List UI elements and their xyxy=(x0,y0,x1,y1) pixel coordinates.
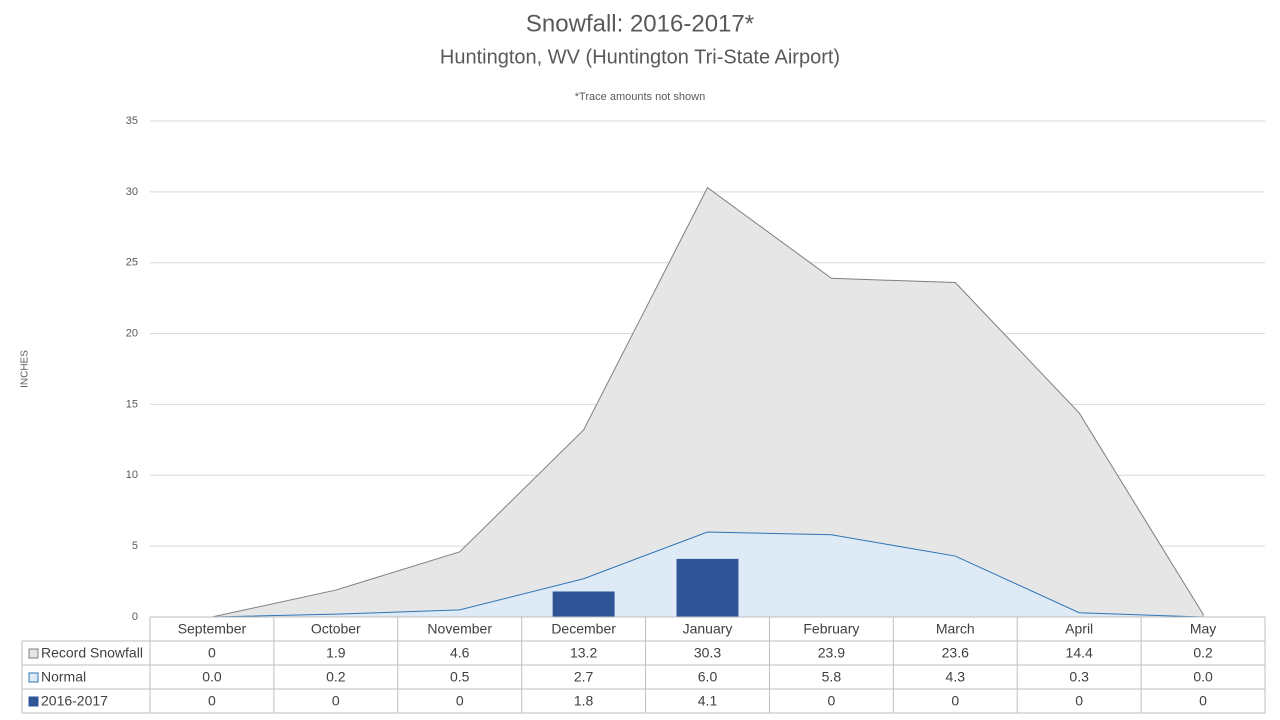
chart-note: *Trace amounts not shown xyxy=(575,91,705,103)
x-tick-label: October xyxy=(311,621,361,637)
table-value: 0.0 xyxy=(202,669,222,685)
table-value: 23.9 xyxy=(818,645,845,661)
table-value: 0 xyxy=(827,693,835,709)
table-value: 1.9 xyxy=(326,645,346,661)
x-tick-label: September xyxy=(178,621,247,637)
table-value: 0 xyxy=(1199,693,1207,709)
table-value: 0.3 xyxy=(1069,669,1089,685)
table-value: 6.0 xyxy=(698,669,718,685)
x-tick-label: January xyxy=(683,621,733,637)
table-value: 0 xyxy=(332,693,340,709)
table-value: 4.1 xyxy=(698,693,718,709)
area xyxy=(211,186,1204,618)
table-value: 0.0 xyxy=(1193,669,1213,685)
x-tick-label: February xyxy=(803,621,859,637)
legend-key xyxy=(28,672,39,683)
table-value: 5.8 xyxy=(822,669,842,685)
y-tick-label: 10 xyxy=(126,469,138,481)
y-tick-label: 0 xyxy=(132,611,138,623)
table-value: 0 xyxy=(208,645,216,661)
y-tick-label: 35 xyxy=(126,115,138,127)
chart-subtitle: Huntington, WV (Huntington Tri-State Air… xyxy=(440,46,840,68)
table-value: 4.6 xyxy=(450,645,470,661)
x-tick-label: May xyxy=(1190,621,1216,637)
table-value: 0 xyxy=(456,693,464,709)
table-value: 0.2 xyxy=(1193,645,1213,661)
table-value: 4.3 xyxy=(946,669,966,685)
table-value: 0 xyxy=(951,693,959,709)
chart-title: Snowfall: 2016-2017* xyxy=(526,10,754,37)
y-tick-label: 25 xyxy=(126,257,138,269)
table-value: 0 xyxy=(1075,693,1083,709)
bar xyxy=(676,558,739,617)
legend-label: Record Snowfall xyxy=(41,645,143,661)
table-value: 0.2 xyxy=(326,669,346,685)
table-value: 0 xyxy=(208,693,216,709)
y-tick-label: 30 xyxy=(126,186,138,198)
table-value: 13.2 xyxy=(570,645,597,661)
x-tick-label: March xyxy=(936,621,975,637)
table-value: 1.8 xyxy=(574,693,594,709)
x-tick-label: April xyxy=(1065,621,1093,637)
legend-label: 2016-2017 xyxy=(41,693,108,709)
y-tick-label: 5 xyxy=(132,540,138,552)
y-axis-label: INCHES xyxy=(20,350,31,388)
table-value: 0.5 xyxy=(450,669,470,685)
y-tick-label: 20 xyxy=(126,327,138,339)
y-tick-label: 15 xyxy=(126,398,138,410)
table-value: 23.6 xyxy=(942,645,969,661)
table-value: 30.3 xyxy=(694,645,721,661)
x-tick-label: December xyxy=(551,621,616,637)
bar xyxy=(552,591,615,617)
legend-key xyxy=(28,696,39,707)
x-tick-label: November xyxy=(427,621,492,637)
table-value: 14.4 xyxy=(1066,645,1093,661)
legend-key xyxy=(28,648,39,659)
legend-label: Normal xyxy=(41,669,86,685)
table-value: 2.7 xyxy=(574,669,594,685)
